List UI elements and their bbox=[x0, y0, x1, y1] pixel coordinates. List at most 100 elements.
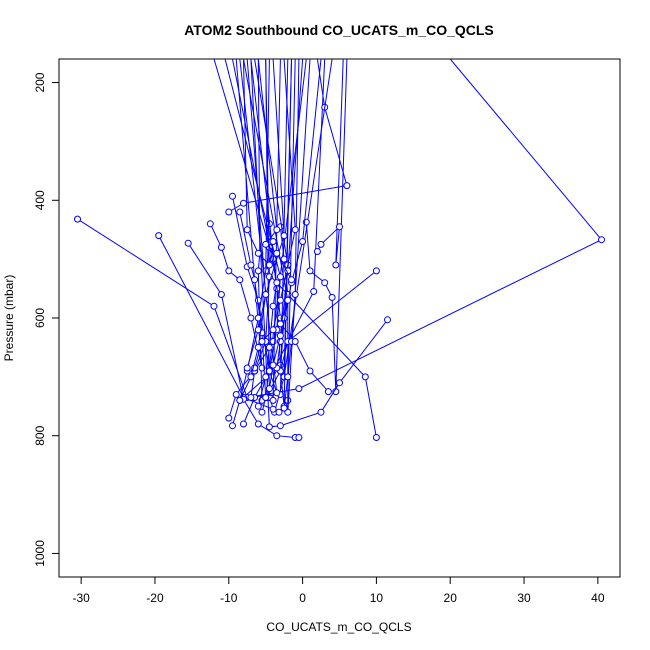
series-line bbox=[316, 59, 344, 266]
data-point bbox=[262, 240, 270, 248]
y-tick-label: 400 bbox=[33, 190, 47, 210]
data-point bbox=[276, 273, 284, 281]
data-point bbox=[265, 261, 273, 269]
data-point bbox=[247, 261, 255, 269]
data-point bbox=[295, 434, 303, 441]
data-point bbox=[206, 220, 214, 228]
series-32 bbox=[243, 59, 277, 269]
data-point bbox=[273, 389, 281, 397]
data-point bbox=[236, 208, 244, 216]
data-point bbox=[247, 314, 255, 322]
series-line bbox=[213, 59, 270, 426]
y-tick-label: 1000 bbox=[33, 540, 47, 567]
x-axis-label: CO_UCATS_m_CO_QCLS bbox=[266, 620, 411, 634]
data-point bbox=[265, 343, 273, 351]
x-tick-label: 10 bbox=[370, 591, 384, 605]
data-point bbox=[254, 267, 262, 275]
data-point bbox=[291, 338, 299, 345]
series-29 bbox=[265, 59, 304, 393]
data-point bbox=[269, 361, 277, 369]
x-tick-label: -20 bbox=[146, 591, 164, 605]
data-point bbox=[225, 208, 233, 216]
data-point bbox=[310, 288, 318, 295]
chart-title: ATOM2 Southbound CO_UCATS_m_CO_QCLS bbox=[184, 22, 494, 38]
data-point bbox=[291, 291, 299, 298]
x-tick-label: 40 bbox=[591, 591, 605, 605]
data-point bbox=[372, 434, 380, 441]
data-point bbox=[265, 423, 273, 431]
x-axis: -30 -20 -10 0 10 20 30 40 bbox=[72, 576, 605, 605]
data-point bbox=[332, 261, 340, 269]
data-point bbox=[384, 316, 391, 324]
x-tick-label: -30 bbox=[72, 591, 90, 605]
data-point bbox=[273, 226, 281, 234]
series-13 bbox=[302, 59, 348, 396]
series-line bbox=[250, 59, 388, 428]
data-point bbox=[336, 379, 343, 387]
data-point bbox=[276, 332, 284, 340]
series-14 bbox=[313, 59, 344, 269]
x-tick-label: 20 bbox=[444, 591, 458, 605]
data-point bbox=[269, 302, 277, 310]
series-16 bbox=[250, 59, 391, 431]
data-point bbox=[254, 420, 262, 428]
data-point bbox=[247, 394, 255, 401]
series-6 bbox=[184, 239, 303, 441]
data-point bbox=[288, 276, 295, 284]
data-point bbox=[269, 238, 277, 245]
data-point bbox=[232, 391, 240, 398]
data-point bbox=[240, 199, 247, 207]
data-point bbox=[269, 326, 277, 334]
data-point bbox=[236, 396, 244, 404]
data-point bbox=[262, 394, 270, 401]
data-point bbox=[328, 293, 336, 301]
series-28 bbox=[236, 59, 270, 404]
data-point bbox=[273, 279, 281, 287]
data-point bbox=[273, 432, 281, 440]
data-point bbox=[280, 404, 288, 412]
data-point bbox=[317, 408, 325, 416]
data-point bbox=[229, 192, 236, 200]
data-point bbox=[240, 420, 247, 428]
data-point bbox=[336, 223, 343, 231]
data-point bbox=[361, 373, 369, 381]
data-point bbox=[254, 314, 262, 322]
plot-frame bbox=[58, 58, 621, 578]
data-point bbox=[254, 249, 262, 257]
x-tick-label: 0 bbox=[299, 591, 306, 605]
data-point bbox=[225, 414, 233, 422]
data-point bbox=[243, 364, 251, 372]
series-line bbox=[232, 59, 278, 407]
data-point bbox=[251, 276, 259, 284]
data-point bbox=[598, 236, 605, 244]
series-4 bbox=[74, 59, 605, 401]
data-point bbox=[258, 408, 266, 416]
series-line bbox=[265, 59, 377, 438]
data-point bbox=[324, 388, 332, 396]
data-point bbox=[295, 385, 303, 393]
data-point bbox=[276, 320, 284, 328]
data-point bbox=[284, 373, 292, 381]
data-point bbox=[155, 232, 163, 240]
data-point bbox=[269, 405, 277, 413]
series-7 bbox=[206, 59, 266, 372]
y-axis-label: Pressure (mbar) bbox=[2, 275, 16, 362]
data-point bbox=[217, 243, 225, 251]
data-point bbox=[343, 182, 351, 190]
data-point bbox=[313, 248, 321, 255]
data-point bbox=[210, 302, 218, 310]
data-point bbox=[262, 291, 270, 298]
data-point bbox=[247, 373, 255, 381]
series-31 bbox=[257, 59, 295, 284]
data-point bbox=[74, 215, 81, 223]
series-line bbox=[77, 59, 603, 399]
data-point bbox=[184, 239, 192, 247]
y-axis: 200 400 600 800 1000 bbox=[33, 72, 59, 567]
data-point bbox=[291, 226, 299, 234]
data-point bbox=[275, 408, 283, 416]
data-point bbox=[276, 296, 284, 304]
series-22 bbox=[232, 59, 281, 410]
data-point bbox=[306, 367, 314, 375]
data-point bbox=[254, 326, 262, 334]
